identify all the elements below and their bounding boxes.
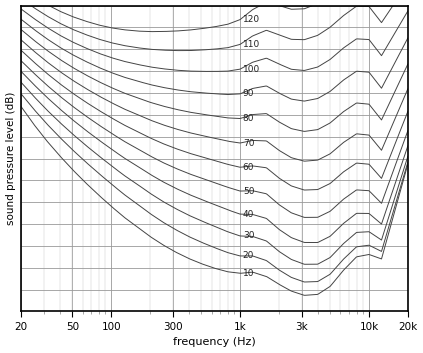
Text: 120: 120 [243, 15, 260, 24]
Text: 20: 20 [243, 251, 254, 261]
Text: 110: 110 [243, 40, 260, 49]
Text: 100: 100 [243, 65, 260, 74]
Text: 40: 40 [243, 210, 254, 219]
Y-axis label: sound pressure level (dB): sound pressure level (dB) [5, 92, 16, 225]
Text: 80: 80 [243, 114, 254, 123]
Text: 50: 50 [243, 186, 254, 196]
X-axis label: frequency (Hz): frequency (Hz) [173, 337, 256, 347]
Text: 30: 30 [243, 232, 254, 240]
Text: 10: 10 [243, 269, 254, 278]
Text: 60: 60 [243, 163, 254, 172]
Text: 90: 90 [243, 89, 254, 98]
Text: 70: 70 [243, 138, 254, 148]
